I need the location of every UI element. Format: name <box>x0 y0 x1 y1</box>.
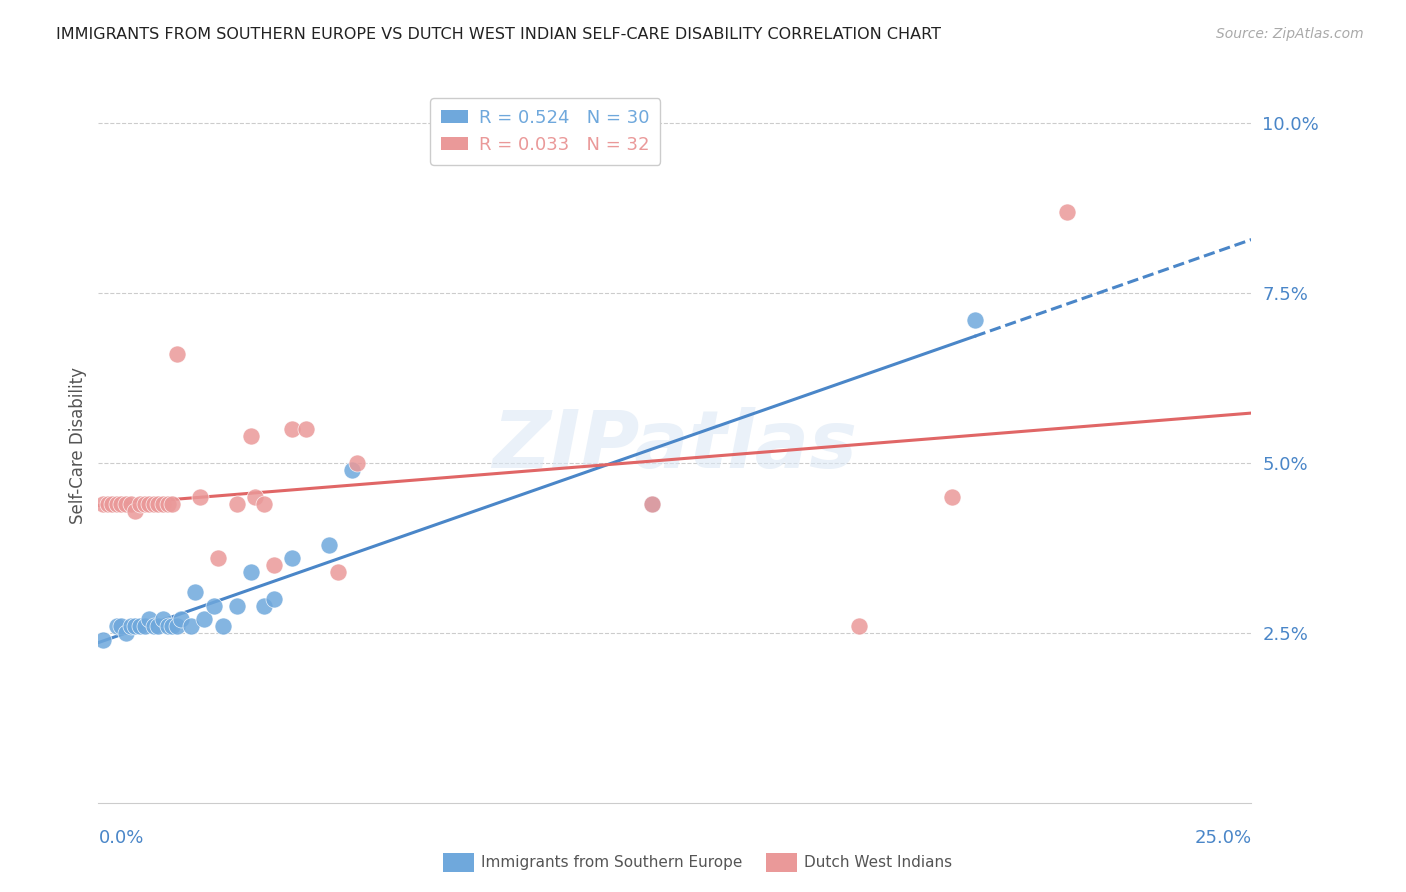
Point <box>124 503 146 517</box>
Point <box>148 619 170 633</box>
Point <box>202 599 225 613</box>
Point <box>253 497 276 511</box>
Point <box>318 537 340 551</box>
Text: Source: ZipAtlas.com: Source: ZipAtlas.com <box>1216 27 1364 41</box>
Point <box>134 497 156 511</box>
Text: IMMIGRANTS FROM SOUTHERN EUROPE VS DUTCH WEST INDIAN SELF-CARE DISABILITY CORREL: IMMIGRANTS FROM SOUTHERN EUROPE VS DUTCH… <box>56 27 941 42</box>
Point <box>239 429 262 443</box>
Point <box>160 619 183 633</box>
Point <box>148 497 170 511</box>
Point <box>120 619 142 633</box>
Point <box>160 497 183 511</box>
Point <box>184 585 207 599</box>
Point <box>170 612 193 626</box>
Point <box>263 591 285 606</box>
Point <box>134 619 156 633</box>
Point <box>120 497 142 511</box>
Point <box>941 490 963 504</box>
Point <box>225 599 247 613</box>
Text: Dutch West Indians: Dutch West Indians <box>804 855 952 870</box>
Point <box>641 497 664 511</box>
Point <box>91 497 114 511</box>
Point <box>963 313 986 327</box>
Point <box>105 619 128 633</box>
Point <box>129 497 152 511</box>
Point <box>328 565 350 579</box>
Point <box>110 497 132 511</box>
Point <box>129 619 152 633</box>
Point <box>97 497 120 511</box>
Point <box>245 490 267 504</box>
Point <box>115 497 138 511</box>
Point <box>1056 204 1078 219</box>
Point <box>115 626 138 640</box>
Point <box>156 619 179 633</box>
Point <box>105 497 128 511</box>
Point <box>156 497 179 511</box>
Point <box>281 422 304 436</box>
Point <box>91 632 114 647</box>
Point <box>101 497 124 511</box>
Point <box>281 551 304 566</box>
Text: 25.0%: 25.0% <box>1194 829 1251 847</box>
Text: Immigrants from Southern Europe: Immigrants from Southern Europe <box>481 855 742 870</box>
Point <box>239 565 262 579</box>
Text: ZIPatlas: ZIPatlas <box>492 407 858 485</box>
Point <box>124 619 146 633</box>
Point <box>641 497 664 511</box>
Point <box>166 619 188 633</box>
Point <box>142 619 165 633</box>
Point <box>212 619 235 633</box>
Point <box>193 612 215 626</box>
Point <box>253 599 276 613</box>
Point <box>188 490 211 504</box>
Legend: R = 0.524   N = 30, R = 0.033   N = 32: R = 0.524 N = 30, R = 0.033 N = 32 <box>430 98 661 165</box>
Point <box>152 497 174 511</box>
Point <box>152 612 174 626</box>
Point <box>340 463 363 477</box>
Point <box>142 497 165 511</box>
Point <box>180 619 202 633</box>
Point <box>207 551 229 566</box>
Point <box>138 497 160 511</box>
Point <box>138 612 160 626</box>
Y-axis label: Self-Care Disability: Self-Care Disability <box>69 368 87 524</box>
Point <box>263 558 285 572</box>
Point <box>295 422 318 436</box>
Text: 0.0%: 0.0% <box>98 829 143 847</box>
Point <box>346 456 368 470</box>
Point <box>110 619 132 633</box>
Point <box>166 347 188 361</box>
Point <box>225 497 247 511</box>
Point <box>848 619 870 633</box>
